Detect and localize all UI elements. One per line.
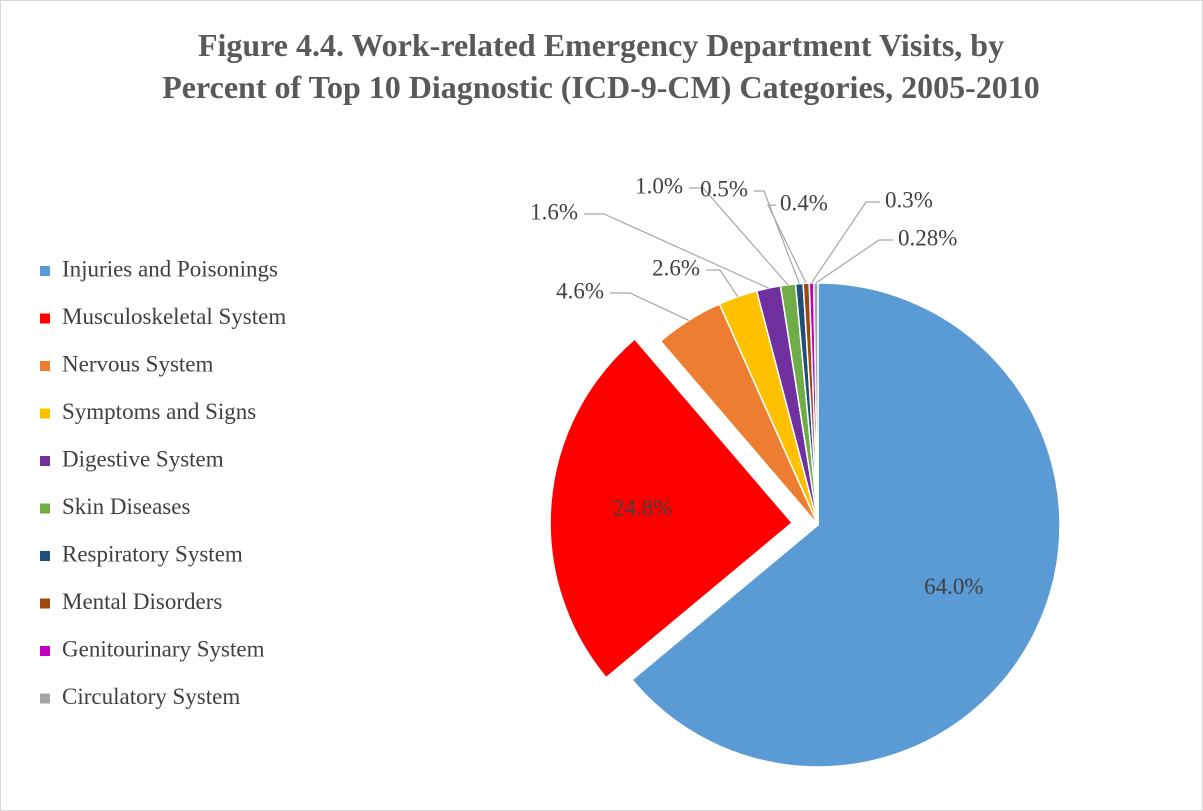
data-label: 24.8%: [613, 495, 672, 520]
leader-line: [810, 201, 880, 284]
leader-line: [815, 239, 893, 284]
data-label: 1.0%: [635, 173, 683, 198]
leader-line: [767, 204, 807, 284]
legend-swatch: [40, 408, 50, 419]
leader-line: [610, 292, 689, 321]
legend-label: Mental Disorders: [62, 589, 222, 614]
data-label: 0.5%: [700, 176, 748, 201]
legend-swatch: [40, 456, 50, 466]
legend-swatch: [40, 313, 50, 324]
leader-line: [706, 269, 739, 298]
legend-swatch: [40, 598, 50, 609]
data-label: 0.28%: [898, 225, 957, 250]
leader-line: [584, 213, 769, 289]
data-label: 0.4%: [780, 190, 828, 215]
legend-label: Respiratory System: [62, 541, 243, 566]
data-label: 2.6%: [652, 255, 700, 280]
chart-title: Figure 4.4. Work-related Emergency Depar…: [162, 27, 1040, 105]
legend-label: Nervous System: [62, 351, 214, 376]
legend-swatch: [40, 646, 50, 656]
legend-label: Digestive System: [62, 446, 224, 471]
legend-swatch: [40, 361, 50, 371]
data-label: 64.0%: [924, 574, 983, 599]
legend-label: Symptoms and Signs: [62, 399, 256, 424]
legend-label: Injuries and Poisonings: [62, 256, 278, 281]
legend-label: Genitourinary System: [62, 636, 265, 661]
leader-line: [754, 190, 800, 284]
data-label: 1.6%: [530, 199, 578, 224]
pie-slice: [630, 282, 1061, 768]
pie-slice: [549, 337, 794, 679]
data-label: 0.3%: [885, 187, 933, 212]
legend-swatch: [40, 266, 50, 276]
legend-swatch: [40, 693, 50, 704]
legend-label: Musculoskeletal System: [62, 304, 286, 329]
data-label: 4.6%: [556, 278, 604, 303]
legend-swatch: [40, 503, 50, 514]
legend-swatch: [40, 551, 50, 561]
legend-label: Circulatory System: [62, 684, 240, 709]
legend-label: Skin Diseases: [62, 494, 190, 519]
leader-line: [689, 187, 789, 286]
